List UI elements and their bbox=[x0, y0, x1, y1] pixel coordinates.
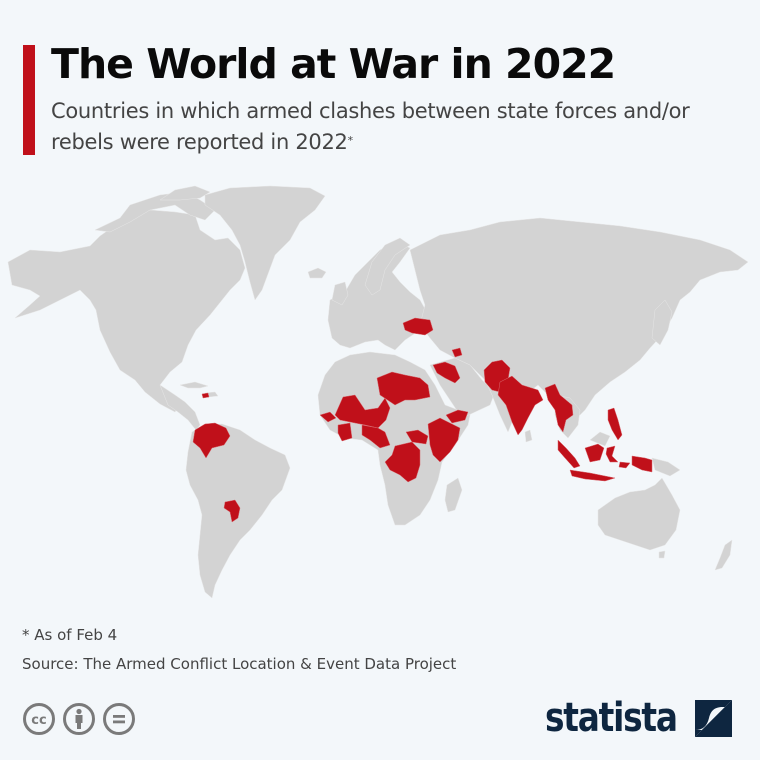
region-ukraine bbox=[402, 317, 434, 336]
base-landmass bbox=[7, 185, 749, 599]
cuba bbox=[179, 381, 209, 389]
region-haiti bbox=[201, 392, 210, 399]
region-indonesia-sulawesi bbox=[605, 445, 619, 463]
new-zealand bbox=[714, 539, 733, 571]
sri-lanka bbox=[524, 429, 533, 443]
region-philippines bbox=[607, 407, 623, 441]
region-indonesia-borneo bbox=[584, 443, 605, 463]
north-america bbox=[7, 209, 246, 413]
statista-logo[interactable]: statista bbox=[545, 694, 732, 742]
region-paraguay bbox=[223, 499, 241, 523]
region-ethiopia-somalia-kenya bbox=[427, 417, 461, 463]
new-guinea-east bbox=[651, 457, 681, 477]
region-colombia-venezuela bbox=[192, 422, 231, 459]
region-indonesia-java bbox=[569, 469, 616, 482]
logo-wordmark: statista bbox=[545, 695, 678, 741]
region-dr-congo bbox=[384, 441, 421, 483]
attribution-icon[interactable] bbox=[62, 702, 96, 736]
australia bbox=[597, 477, 681, 551]
region-azerbaijan bbox=[451, 347, 463, 358]
region-syria-iraq bbox=[432, 361, 461, 384]
region-indonesia-islands bbox=[618, 461, 631, 469]
madagascar bbox=[444, 477, 463, 513]
no-derivatives-icon[interactable] bbox=[102, 702, 136, 736]
region-indonesia-papua bbox=[631, 455, 653, 473]
region-yemen bbox=[445, 409, 469, 424]
japan bbox=[651, 299, 673, 346]
region-indonesia-sumatra bbox=[557, 439, 581, 469]
cc-icon[interactable]: cc bbox=[22, 702, 56, 736]
central-america bbox=[159, 384, 201, 431]
subtitle-text: Countries in which armed clashes between… bbox=[51, 99, 690, 154]
region-ivory-coast bbox=[337, 422, 353, 442]
iceland bbox=[307, 267, 327, 279]
statista-logo-mark-icon bbox=[695, 699, 732, 737]
region-nigeria-cameroon bbox=[361, 424, 391, 449]
greenland bbox=[204, 185, 326, 301]
page-subtitle: Countries in which armed clashes between… bbox=[51, 96, 751, 158]
region-south-sudan bbox=[405, 429, 429, 445]
footnote: * As of Feb 4 bbox=[22, 626, 118, 644]
borneo-north bbox=[589, 431, 611, 447]
scandinavia bbox=[364, 237, 411, 296]
region-senegal bbox=[319, 411, 337, 423]
region-sahel bbox=[334, 394, 391, 429]
region-myanmar-thailand bbox=[544, 383, 574, 433]
arctic-islands bbox=[94, 191, 216, 233]
page-title: The World at War in 2022 bbox=[51, 40, 616, 88]
license-icons: cc bbox=[22, 702, 136, 736]
region-libya-egypt bbox=[376, 371, 431, 406]
world-map bbox=[7, 185, 749, 599]
tasmania bbox=[658, 550, 666, 559]
source-text: Source: The Armed Conflict Location & Ev… bbox=[22, 655, 457, 673]
africa bbox=[317, 351, 473, 526]
footnote-marker: * bbox=[347, 134, 354, 147]
uk-ireland bbox=[331, 281, 349, 306]
svg-text:cc: cc bbox=[31, 713, 46, 728]
region-india bbox=[497, 375, 544, 436]
conflict-countries bbox=[192, 317, 653, 523]
title-accent-bar bbox=[23, 45, 35, 155]
